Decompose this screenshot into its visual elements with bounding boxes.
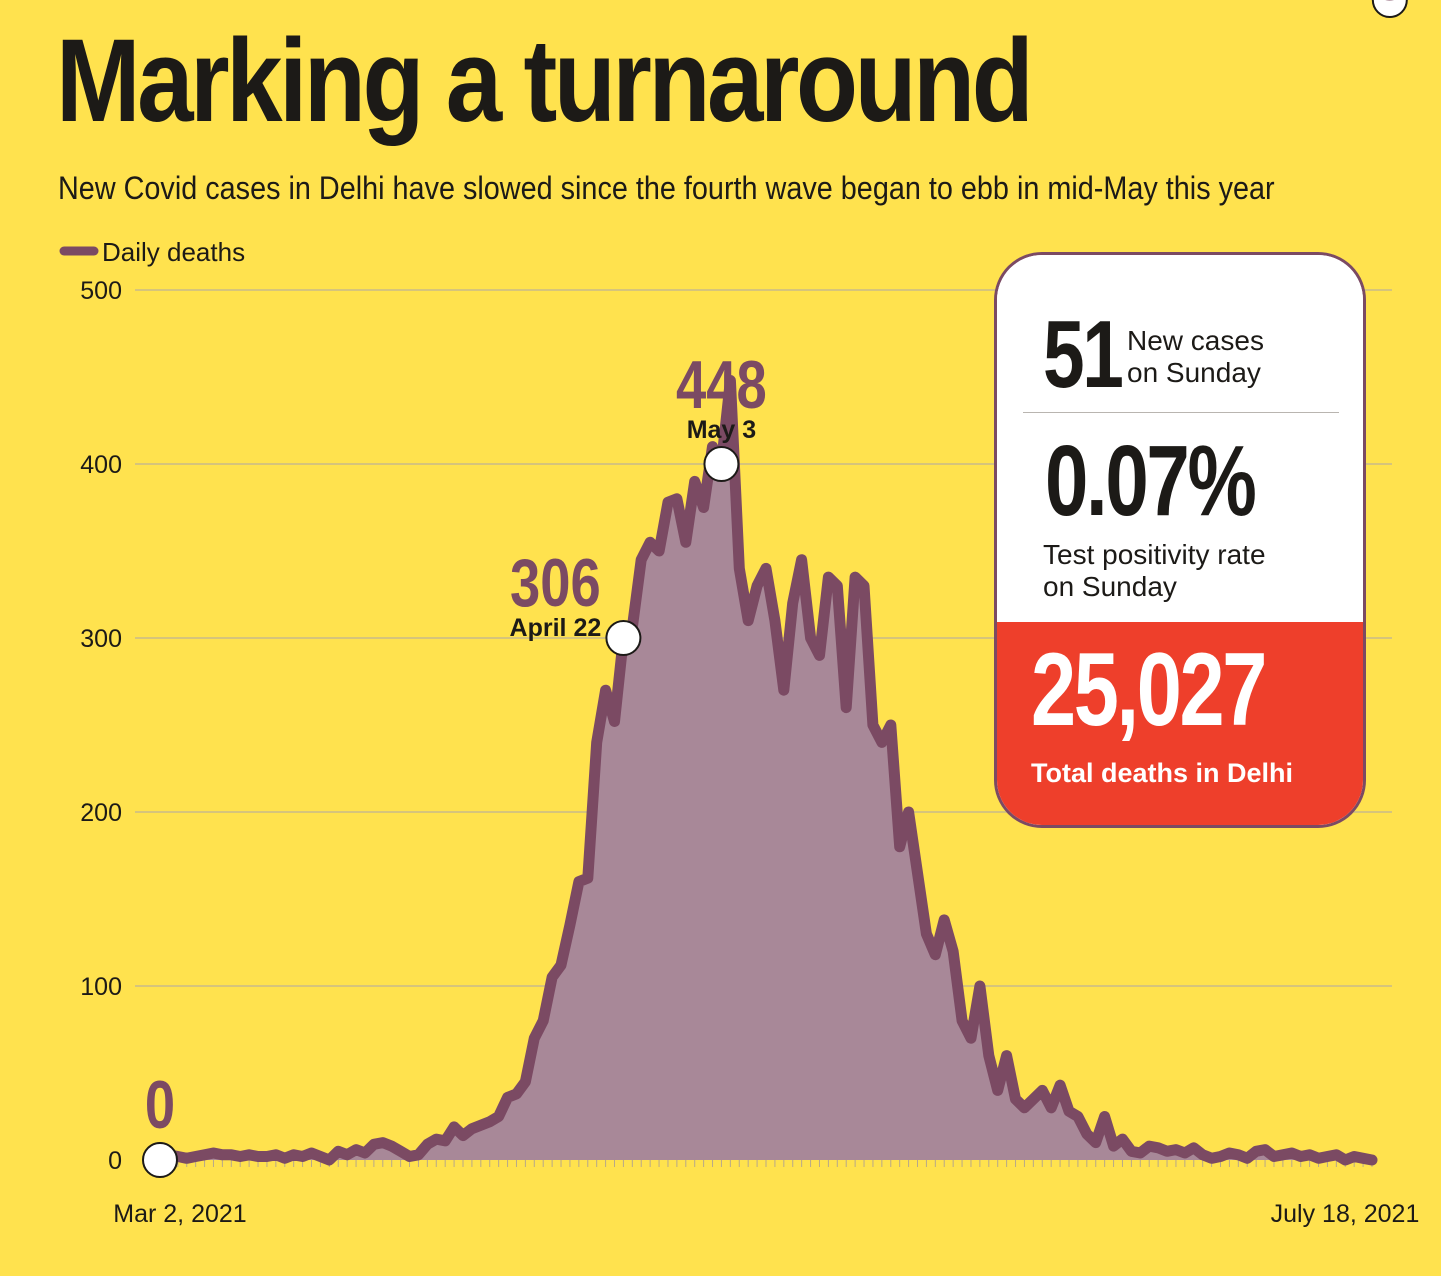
chart-title: Marking a turnaround (56, 15, 1034, 147)
annotation-date: May 3 (687, 416, 756, 444)
positivity-label-line2: on Sunday (1043, 571, 1177, 603)
y-tick-label: 0 (108, 1147, 122, 1175)
new-cases-label-line2: on Sunday (1127, 357, 1261, 389)
positivity-label: Test positivity rate on Sunday (1043, 539, 1266, 603)
y-tick-label: 500 (80, 277, 122, 305)
annotation-value: 0 (1371, 0, 1409, 15)
new-cases-label-line1: New cases (1127, 325, 1264, 356)
annotation-marker (703, 446, 740, 482)
y-tick-label: 400 (80, 451, 122, 479)
annotation-value: 448 (676, 347, 767, 423)
annotation-marker (1371, 0, 1408, 18)
series-line (154, 375, 1378, 1166)
stats-card: 51 New cases on Sunday 0.07% Test positi… (994, 252, 1366, 828)
y-tick-label: 100 (80, 973, 122, 1001)
x-axis-ticks (159, 1160, 1373, 1167)
x-start-label: Mar 2, 2021 (113, 1200, 246, 1228)
y-tick-label: 300 (80, 625, 122, 653)
stats-divider (1023, 412, 1339, 413)
total-deaths-panel: 25,027 Total deaths in Delhi (997, 622, 1363, 825)
legend-label: Daily deaths (102, 237, 245, 267)
positivity-value: 0.07% (1045, 425, 1257, 537)
series-group (154, 375, 1378, 1166)
x-axis-labels: Mar 2, 2021 July 18, 2021 (113, 1200, 1419, 1228)
annotation-date: April 22 (510, 614, 602, 642)
positivity-label-line1: Test positivity rate (1043, 539, 1266, 570)
annotation-marker (605, 620, 642, 656)
total-deaths-label: Total deaths in Delhi (1031, 758, 1294, 788)
x-end-label: July 18, 2021 (1271, 1200, 1420, 1228)
annotation-marker (142, 1142, 178, 1178)
y-tick-label: 200 (80, 799, 122, 827)
series-area (160, 380, 1372, 1160)
y-axis: 0 100 200 300 400 500 (80, 277, 122, 1175)
stats-card-top: 51 New cases on Sunday 0.07% Test positi… (997, 255, 1363, 622)
new-cases-value: 51 (1043, 301, 1124, 408)
annotation-value: 306 (510, 545, 601, 621)
chart-subtitle: New Covid cases in Delhi have slowed sin… (58, 170, 1275, 206)
annotation-value: 0 (145, 1067, 175, 1143)
total-deaths-value: 25,027 (1031, 632, 1267, 748)
new-cases-label: New cases on Sunday (1127, 325, 1264, 389)
chart-legend: Daily deaths (59, 237, 245, 267)
